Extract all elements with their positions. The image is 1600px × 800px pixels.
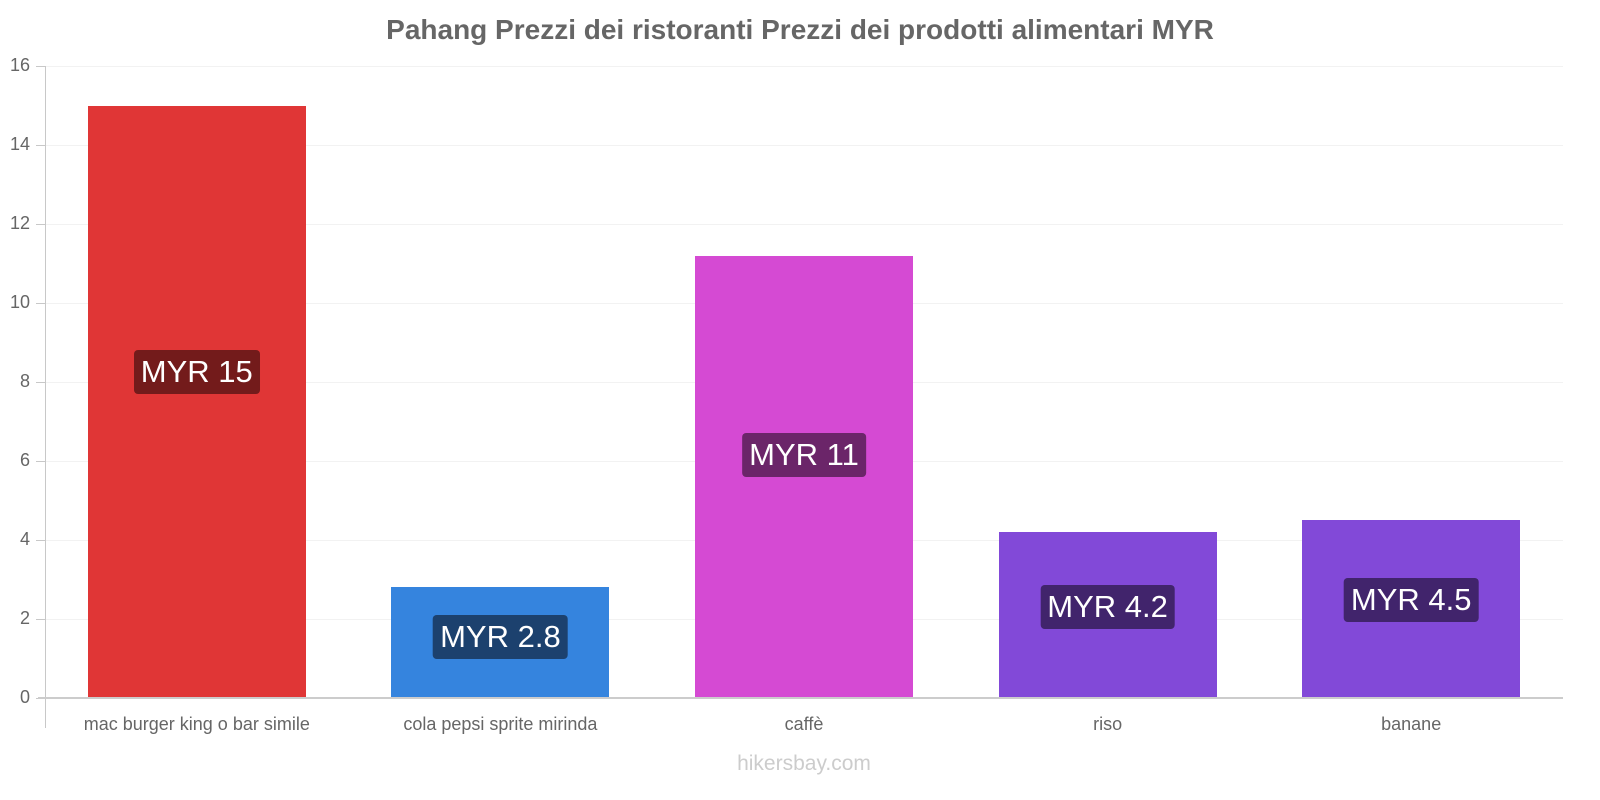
y-tick-mark — [36, 619, 45, 620]
bar-value-label: MYR 15 — [133, 350, 260, 395]
bar-value-label: MYR 11 — [742, 432, 866, 477]
y-tick-label: 14 — [9, 134, 30, 154]
bar[interactable]: MYR 15 — [87, 105, 306, 698]
bar-value-label: MYR 4.2 — [1040, 584, 1175, 629]
y-tick-mark — [36, 66, 45, 67]
x-tick-label: caffè — [784, 714, 824, 734]
x-tick-label: banane — [1381, 714, 1442, 734]
bar-value-label: MYR 2.8 — [433, 615, 568, 660]
y-tick-label: 10 — [9, 292, 30, 312]
x-tick-label: mac burger king o bar simile — [83, 714, 310, 734]
x-tick-label: cola pepsi sprite mirinda — [403, 714, 598, 734]
y-tick-label: 8 — [19, 371, 30, 391]
gridline — [45, 145, 1563, 146]
gridline — [45, 66, 1563, 67]
y-tick-mark — [36, 145, 45, 146]
y-tick-label: 2 — [19, 608, 30, 628]
y-tick-label: 12 — [9, 213, 30, 233]
bar[interactable]: MYR 2.8 — [391, 587, 610, 698]
gridline — [45, 224, 1563, 225]
bar-value-label: MYR 4.5 — [1343, 578, 1479, 623]
bar[interactable]: MYR 11 — [695, 255, 913, 698]
y-tick-mark — [36, 303, 45, 304]
y-tick-mark — [36, 540, 45, 541]
y-tick-label: 6 — [19, 450, 30, 470]
x-axis-line — [38, 697, 1563, 699]
y-tick-mark — [36, 224, 45, 225]
y-tick-mark — [36, 382, 45, 383]
y-axis-line — [45, 66, 46, 728]
x-tick-label: riso — [1093, 714, 1123, 734]
y-tick-mark — [36, 461, 45, 462]
watermark: hikersbay.com — [737, 752, 871, 775]
y-tick-label: 16 — [9, 55, 30, 75]
y-tick-label: 4 — [19, 529, 30, 549]
bar[interactable]: MYR 4.5 — [1302, 520, 1521, 698]
bar[interactable]: MYR 4.2 — [998, 532, 1217, 698]
chart-title: Pahang Prezzi dei ristoranti Prezzi dei … — [386, 14, 1214, 45]
y-tick-label: 0 — [19, 687, 30, 707]
